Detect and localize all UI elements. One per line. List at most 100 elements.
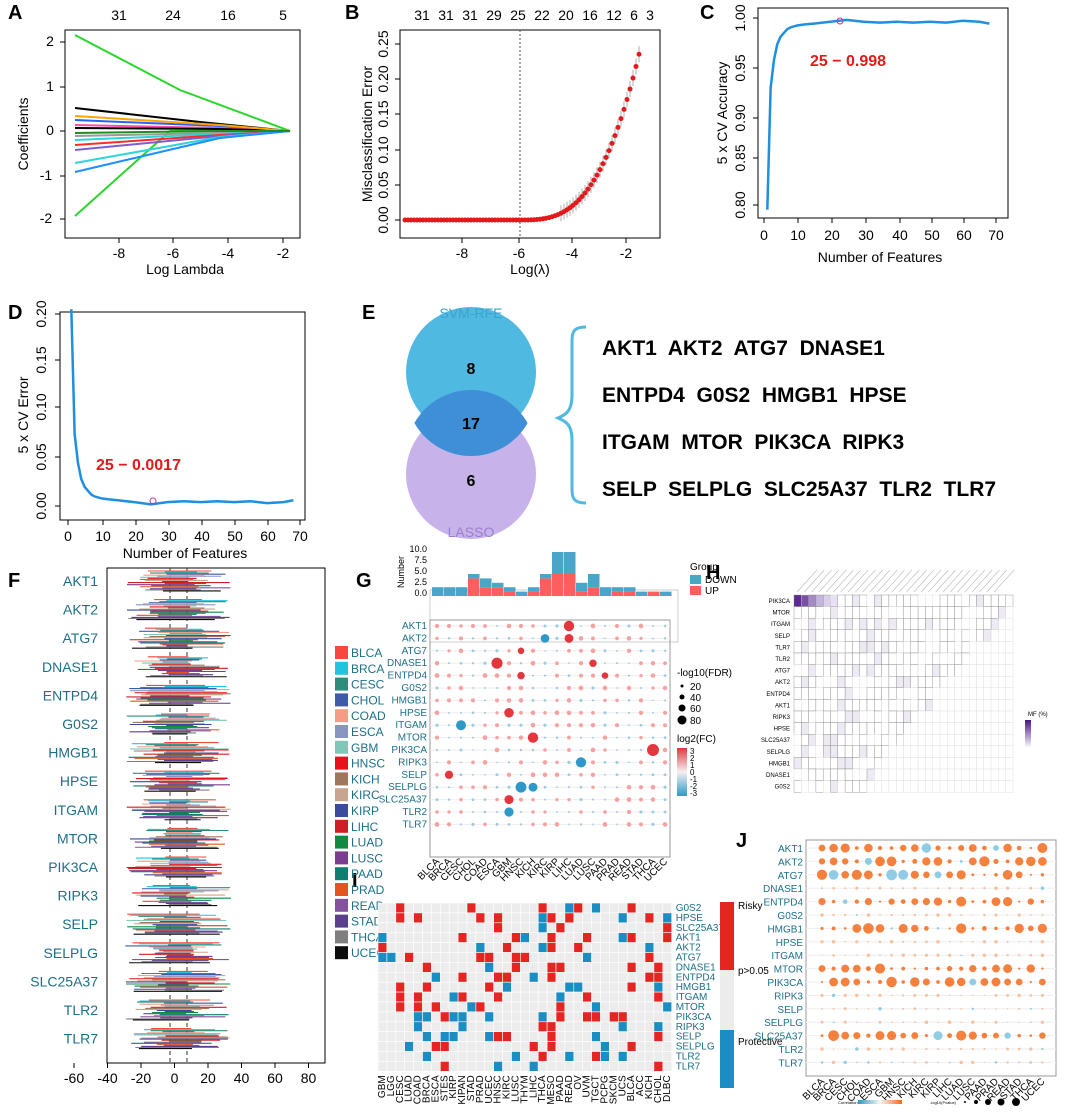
g-dot xyxy=(506,698,512,703)
legend-swatch xyxy=(335,709,348,723)
j-row-label: G0S2 xyxy=(777,911,803,922)
j-dot xyxy=(820,980,824,984)
g-dot xyxy=(578,661,584,666)
j-dot xyxy=(946,871,953,879)
panel-c-accuracy-line xyxy=(766,18,990,210)
g-dot xyxy=(507,748,511,752)
g-dot xyxy=(482,735,488,740)
panel-f-xticks: -60 -40 -20 0 20 40 60 80 xyxy=(64,1063,316,1086)
g-dot xyxy=(639,760,643,765)
g-dot xyxy=(435,698,439,703)
g-dot xyxy=(472,773,474,776)
j-dot xyxy=(983,1061,986,1064)
g-dot xyxy=(483,624,487,628)
j-dot xyxy=(867,1021,870,1023)
g-dot xyxy=(591,686,595,690)
bar-up xyxy=(624,591,636,596)
g-dot xyxy=(590,673,596,678)
panel-c-xtick: 20 xyxy=(824,227,840,243)
j-dot xyxy=(1040,886,1045,890)
j-dot xyxy=(983,873,986,876)
g-dot xyxy=(517,671,525,680)
j-dot xyxy=(902,994,905,997)
j-dot xyxy=(831,1060,836,1065)
g-dot xyxy=(543,785,547,789)
gene-row: ITGAM MTOR PIK3CA RIPK3 xyxy=(602,431,905,454)
g-dot xyxy=(434,660,440,666)
panel-d-ylabel: 5 x CV Error xyxy=(15,376,31,453)
forest-gene-label: RIPK3 xyxy=(58,888,99,904)
j-dot xyxy=(956,1030,967,1041)
j-dot xyxy=(1040,993,1044,997)
j-dot xyxy=(1018,900,1021,903)
g-dot xyxy=(458,648,464,654)
g-dot xyxy=(435,649,439,652)
j-dot xyxy=(844,954,846,956)
j-dot xyxy=(1029,1034,1033,1037)
j-dot xyxy=(1029,953,1033,957)
g-dot xyxy=(543,748,547,752)
g-dot xyxy=(507,761,511,764)
bar-down xyxy=(432,587,444,596)
bar-up xyxy=(576,591,588,596)
forest-gene-label: SLC25A37 xyxy=(30,973,98,989)
g-dot xyxy=(627,748,631,752)
j-dot xyxy=(983,1008,986,1010)
panel-c-ytick: 0.95 xyxy=(732,54,748,81)
j-row-label: TLR2 xyxy=(779,1045,804,1056)
panel-b-xtick: -6 xyxy=(513,245,526,261)
g-dot xyxy=(554,710,560,716)
g-dot xyxy=(532,674,534,677)
j-dot xyxy=(925,940,928,944)
j-dot xyxy=(886,856,897,867)
g-dot xyxy=(507,637,511,640)
g-dot xyxy=(530,772,536,778)
g-dot xyxy=(603,723,607,727)
j-dot xyxy=(1003,964,1013,974)
j-dot xyxy=(936,953,940,957)
j-dot xyxy=(852,964,861,973)
panel-a-ytick: 2 xyxy=(46,33,54,49)
j-dot xyxy=(866,980,871,984)
j-dot xyxy=(1029,1021,1032,1024)
panel-b-toptick: 20 xyxy=(558,7,574,23)
g-dot xyxy=(616,736,618,739)
g-dot xyxy=(568,662,570,665)
error-point xyxy=(636,51,642,57)
error-point xyxy=(591,177,597,183)
j-dot xyxy=(960,1007,963,1010)
panel-b-xtick: -2 xyxy=(620,245,633,261)
legend-swatch xyxy=(335,914,348,928)
j-dot xyxy=(898,923,908,933)
panel-a-toptick: 16 xyxy=(220,7,236,23)
panel-label-a: A xyxy=(8,2,23,24)
g-dot xyxy=(590,648,596,654)
j-dot xyxy=(982,899,987,904)
bar-up xyxy=(528,591,540,596)
panel-a-ytick: 1 xyxy=(46,78,54,94)
j-dot xyxy=(1016,845,1022,851)
legend-swatch xyxy=(335,930,348,944)
g-dot xyxy=(495,637,499,640)
g-dot xyxy=(543,736,547,739)
g-dot xyxy=(447,637,451,640)
legend-label: PAAD xyxy=(351,867,383,881)
j-dot xyxy=(820,993,824,998)
g-dot xyxy=(651,773,655,777)
panel-b-toptick: 25 xyxy=(510,7,526,23)
j-dot xyxy=(982,953,987,957)
legend-swatch xyxy=(335,788,348,802)
g-dot xyxy=(531,686,535,690)
j-dot xyxy=(832,1048,835,1050)
g-dot xyxy=(615,673,619,678)
j-dot xyxy=(971,1060,975,1065)
g-dot xyxy=(494,747,500,753)
bar-up xyxy=(648,591,660,596)
g-dot xyxy=(555,636,559,640)
forest-xtick: 0 xyxy=(171,1070,179,1086)
legend-label: GBM xyxy=(351,741,378,755)
j-dot xyxy=(936,927,940,930)
panel-a-toptick: 24 xyxy=(165,7,181,23)
j-dot xyxy=(925,913,928,917)
g-dot xyxy=(515,781,527,793)
